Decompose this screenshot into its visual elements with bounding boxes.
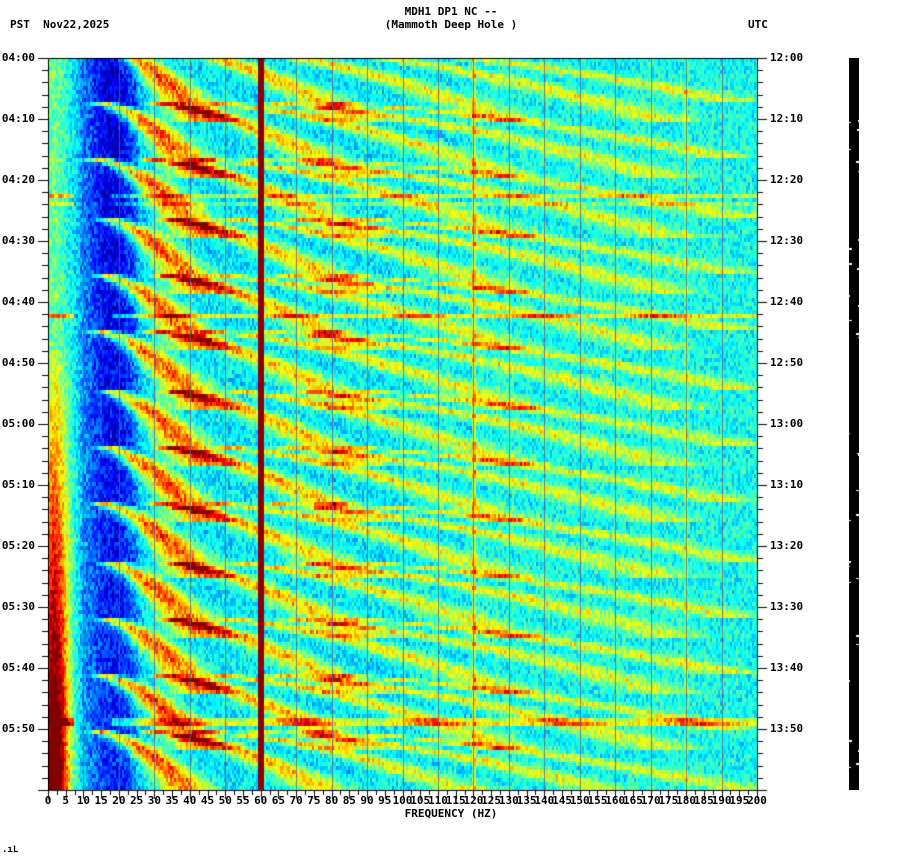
left-time-tick-2: 04:20 — [1, 173, 35, 186]
frequency-tick-55: 55 — [236, 794, 250, 807]
frequency-tick-20: 20 — [112, 794, 126, 807]
frequency-tick-200: 200 — [747, 794, 767, 807]
left-time-tick-11: 05:50 — [1, 722, 35, 735]
frequency-tick-180: 180 — [676, 794, 697, 807]
left-time-tick-5: 04:50 — [1, 356, 35, 369]
frequency-tick-45: 45 — [200, 794, 215, 807]
frequency-tick-120: 120 — [463, 794, 484, 807]
header-utc-label: UTC — [748, 18, 768, 31]
frequency-tick-5: 5 — [62, 794, 70, 807]
frequency-tick-35: 35 — [165, 794, 179, 807]
right-time-tick-6: 13:00 — [770, 417, 804, 430]
right-time-tick-0: 12:00 — [770, 51, 804, 64]
frequency-tick-70: 70 — [289, 794, 303, 807]
frequency-tick-90: 90 — [360, 794, 374, 807]
frequency-tick-155: 155 — [587, 794, 608, 807]
left-time-tick-0: 04:00 — [1, 51, 35, 64]
x-axis-title: FREQUENCY (HZ) — [404, 807, 498, 820]
station-title-line1: MDH1 DP1 NC -- — [404, 5, 498, 18]
frequency-tick-150: 150 — [569, 794, 590, 807]
right-time-tick-3: 12:30 — [770, 234, 804, 247]
frequency-tick-145: 145 — [552, 794, 572, 807]
frequency-tick-60: 60 — [254, 794, 268, 807]
left-time-tick-7: 05:10 — [1, 478, 35, 491]
frequency-axis-labels: 0 5 10 15 20 25 30 35 40 45 50 55 60 65 70 75 80 85 90 95 10… — [0, 794, 902, 808]
frequency-tick-175: 175 — [658, 794, 679, 807]
frequency-tick-170: 170 — [640, 794, 661, 807]
corner-mark: .ıL — [2, 845, 19, 855]
frequency-tick-40: 40 — [183, 794, 197, 807]
frequency-tick-15: 15 — [94, 794, 108, 807]
frequency-tick-10: 10 — [76, 794, 91, 807]
frequency-tick-130: 130 — [498, 794, 519, 807]
frequency-tick-65: 65 — [271, 794, 286, 807]
frequency-tick-100: 100 — [392, 794, 413, 807]
right-time-tick-8: 13:20 — [770, 539, 804, 552]
frequency-tick-135: 135 — [516, 794, 537, 807]
right-time-tick-5: 12:50 — [770, 356, 804, 369]
right-time-tick-2: 12:20 — [770, 173, 804, 186]
left-time-tick-6: 05:00 — [1, 417, 35, 430]
frequency-tick-30: 30 — [147, 794, 161, 807]
left-time-tick-9: 05:30 — [1, 600, 35, 613]
left-time-tick-10: 05:40 — [1, 661, 35, 674]
frequency-tick-50: 50 — [218, 794, 232, 807]
frequency-tick-95: 95 — [378, 794, 392, 807]
frequency-tick-195: 195 — [729, 794, 750, 807]
frequency-tick-25: 25 — [130, 794, 144, 807]
frequency-tick-160: 160 — [605, 794, 626, 807]
right-time-tick-1: 12:10 — [770, 112, 804, 125]
spectrogram-plot[interactable] — [48, 58, 757, 790]
frequency-tick-165: 165 — [622, 794, 643, 807]
right-time-tick-4: 12:40 — [770, 295, 804, 308]
frequency-tick-140: 140 — [534, 794, 555, 807]
frequency-tick-105: 105 — [410, 794, 431, 807]
frequency-tick-110: 110 — [428, 794, 448, 807]
right-time-tick-9: 13:30 — [770, 600, 804, 613]
left-time-tick-3: 04:30 — [1, 234, 35, 247]
left-time-tick-1: 04:10 — [1, 112, 35, 125]
frequency-tick-115: 115 — [445, 794, 466, 807]
frequency-tick-85: 85 — [342, 794, 356, 807]
frequency-tick-75: 75 — [307, 794, 321, 807]
right-time-tick-10: 13:40 — [770, 661, 804, 674]
frequency-tick-0: 0 — [44, 794, 52, 807]
spectrogram-canvas[interactable] — [48, 58, 757, 790]
left-time-tick-8: 05:20 — [1, 539, 35, 552]
right-time-tick-7: 13:10 — [770, 478, 804, 491]
frequency-tick-80: 80 — [324, 794, 339, 807]
frequency-tick-190: 190 — [711, 794, 732, 807]
frequency-tick-185: 185 — [693, 794, 714, 807]
amplitude-strip — [849, 58, 859, 790]
frequency-tick-125: 125 — [481, 794, 502, 807]
right-time-tick-11: 13:50 — [770, 722, 804, 735]
left-time-tick-4: 04:40 — [1, 295, 35, 308]
